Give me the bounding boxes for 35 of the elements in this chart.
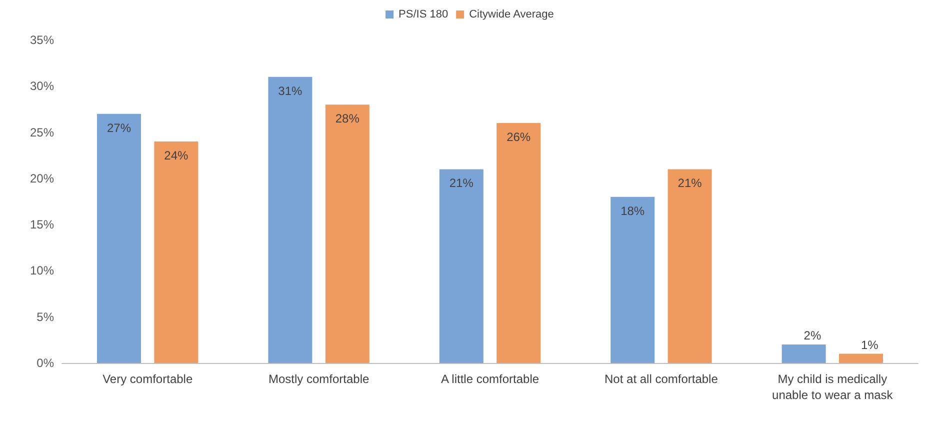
bar <box>154 142 198 363</box>
data-label: 31% <box>278 84 303 98</box>
y-tick-label: 25% <box>30 125 54 140</box>
data-label: 21% <box>678 176 702 190</box>
x-tick-label: Not at all comfortable <box>604 372 718 386</box>
y-tick-label: 35% <box>30 33 54 47</box>
y-tick-label: 20% <box>30 171 54 186</box>
data-label: 27% <box>106 120 132 135</box>
data-label: 18% <box>620 204 645 218</box>
bar <box>610 196 655 363</box>
bar <box>668 169 712 363</box>
y-tick-label: 30% <box>30 79 54 94</box>
bar <box>439 169 484 363</box>
y-tick-label: 10% <box>30 264 54 278</box>
data-label: 28% <box>335 112 360 126</box>
bar <box>325 104 370 363</box>
x-tick-label: Mostly comfortable <box>268 372 370 386</box>
bar <box>496 123 541 363</box>
data-label: 21% <box>449 176 474 190</box>
y-tick-label: 15% <box>30 218 54 232</box>
bar <box>839 354 883 363</box>
bar <box>782 344 826 363</box>
y-tick-label: 0% <box>36 356 54 370</box>
x-tick-label: My child is medically unable to wear a mask <box>772 372 894 402</box>
bar <box>268 76 312 363</box>
data-label: 26% <box>506 130 531 144</box>
x-tick-label: Very comfortable <box>102 372 193 386</box>
legend-label: Citywide Average <box>469 8 554 20</box>
data-label: 24% <box>164 148 189 163</box>
legend-label: PS/IS 180 <box>398 8 448 20</box>
bar <box>97 114 141 363</box>
y-tick-label: 5% <box>36 310 54 324</box>
data-label: 1% <box>861 338 879 352</box>
data-label: 2% <box>804 328 822 343</box>
x-tick-label: A little comfortable <box>440 372 540 386</box>
